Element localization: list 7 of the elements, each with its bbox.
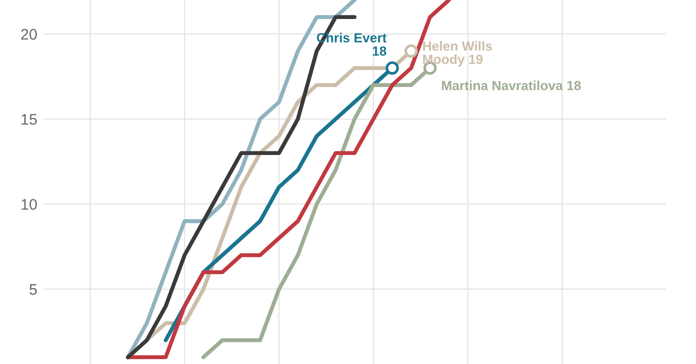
y-tick-label: 20 — [21, 28, 37, 40]
text: Helen Wills Moody 19 — [423, 41, 492, 67]
y-tick-label: 5 — [30, 284, 37, 295]
text: Martina Navratilova 18 — [442, 80, 581, 90]
data-label: 18 — [372, 46, 386, 56]
y-tick-label: 15 — [22, 114, 37, 125]
y-tick-label: 10 — [22, 198, 37, 210]
